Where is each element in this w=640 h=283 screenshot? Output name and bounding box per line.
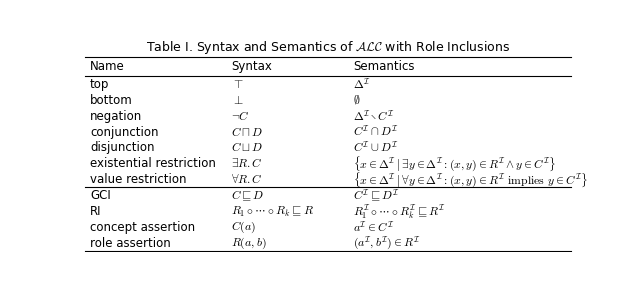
Text: $\neg C$: $\neg C$ (231, 110, 250, 123)
Text: top: top (90, 78, 109, 91)
Text: $C^{\mathcal{I}} \cap D^{\mathcal{I}}$: $C^{\mathcal{I}} \cap D^{\mathcal{I}}$ (353, 125, 398, 140)
Text: $\forall R.C$: $\forall R.C$ (231, 173, 263, 186)
Text: $C \sqsubseteq D$: $C \sqsubseteq D$ (231, 188, 264, 203)
Text: conjunction: conjunction (90, 126, 159, 138)
Text: $\Delta^{\mathcal{I}} \setminus C^{\mathcal{I}}$: $\Delta^{\mathcal{I}} \setminus C^{\math… (353, 109, 395, 123)
Text: $\Delta^{\mathcal{I}}$: $\Delta^{\mathcal{I}}$ (353, 77, 371, 92)
Text: $C^{\mathcal{I}} \sqsubseteq D^{\mathcal{I}}$: $C^{\mathcal{I}} \sqsubseteq D^{\mathcal… (353, 187, 400, 204)
Text: $R(a, b)$: $R(a, b)$ (231, 236, 267, 251)
Text: $R_1 \circ \cdots \circ R_k \sqsubseteq R$: $R_1 \circ \cdots \circ R_k \sqsubseteq … (231, 205, 314, 218)
Text: $C(a)$: $C(a)$ (231, 220, 256, 235)
Text: $(a^{\mathcal{I}}, b^{\mathcal{I}}) \in R^{\mathcal{I}}$: $(a^{\mathcal{I}}, b^{\mathcal{I}}) \in … (353, 235, 420, 252)
Text: GCI: GCI (90, 189, 111, 202)
Text: bottom: bottom (90, 94, 132, 107)
Text: role assertion: role assertion (90, 237, 171, 250)
Text: $\{x \in \Delta^{\mathcal{I}} \mid \exists y \in \Delta^{\mathcal{I}} : (x,y) \i: $\{x \in \Delta^{\mathcal{I}} \mid \exis… (353, 155, 556, 173)
Text: negation: negation (90, 110, 142, 123)
Text: $C^{\mathcal{I}} \cup D^{\mathcal{I}}$: $C^{\mathcal{I}} \cup D^{\mathcal{I}}$ (353, 141, 398, 155)
Text: $\emptyset$: $\emptyset$ (353, 94, 360, 107)
Text: disjunction: disjunction (90, 142, 154, 155)
Text: Semantics: Semantics (353, 60, 414, 73)
Text: $C \sqcup D$: $C \sqcup D$ (231, 142, 263, 155)
Text: $C \sqcap D$: $C \sqcap D$ (231, 126, 263, 138)
Text: value restriction: value restriction (90, 173, 186, 186)
Text: existential restriction: existential restriction (90, 157, 216, 170)
Text: RI: RI (90, 205, 101, 218)
Text: Name: Name (90, 60, 125, 73)
Text: $\exists R.C$: $\exists R.C$ (231, 157, 263, 170)
Text: concept assertion: concept assertion (90, 221, 195, 234)
Text: Table I. Syntax and Semantics of $\mathcal{ALC}$ with Role Inclusions: Table I. Syntax and Semantics of $\mathc… (146, 39, 510, 56)
Text: $R_1^{\mathcal{I}} \circ \cdots \circ R_k^{\mathcal{I}} \sqsubseteq R^{\mathcal{: $R_1^{\mathcal{I}} \circ \cdots \circ R_… (353, 203, 445, 220)
Text: $a^{\mathcal{I}} \in C^{\mathcal{I}}$: $a^{\mathcal{I}} \in C^{\mathcal{I}}$ (353, 220, 394, 235)
Text: $\{x \in \Delta^{\mathcal{I}} \mid \forall y \in \Delta^{\mathcal{I}} : (x,y) \i: $\{x \in \Delta^{\mathcal{I}} \mid \fora… (353, 170, 588, 189)
Text: $\top$: $\top$ (231, 78, 244, 91)
Text: $\bot$: $\bot$ (231, 94, 244, 107)
Text: Syntax: Syntax (231, 60, 272, 73)
